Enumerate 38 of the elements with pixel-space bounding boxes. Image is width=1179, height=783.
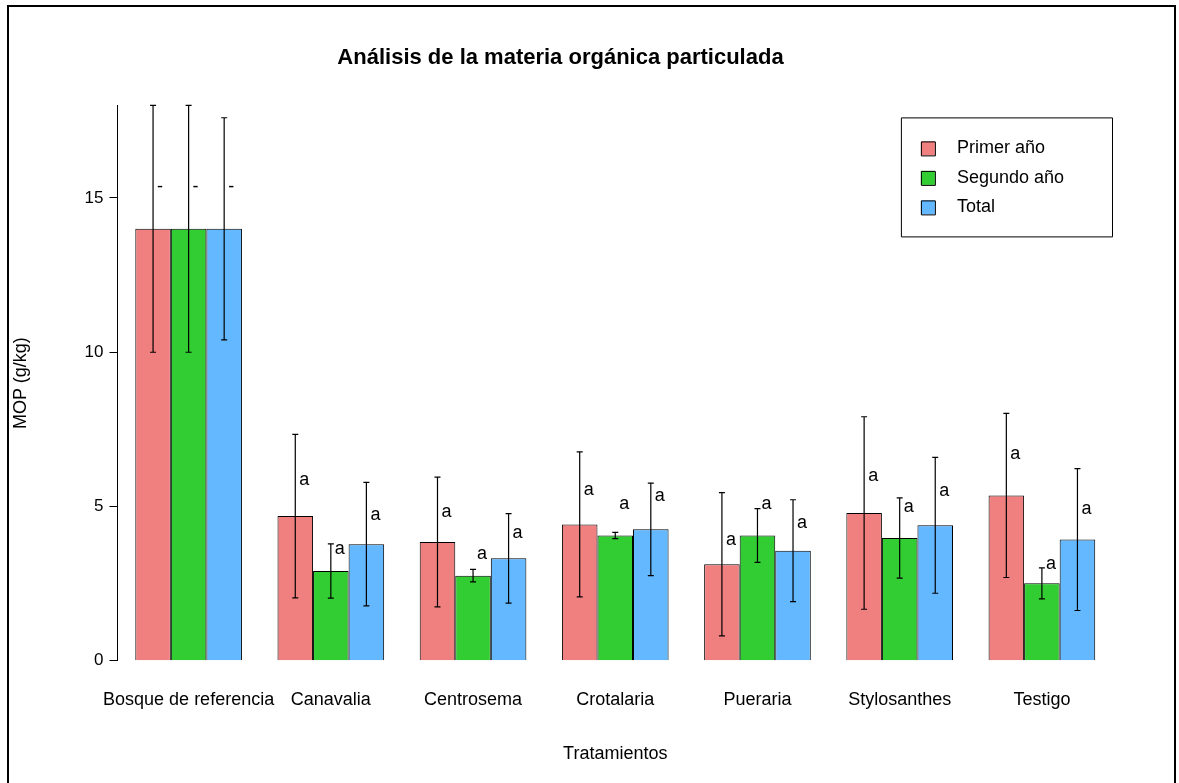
data-label: - [157, 175, 164, 196]
data-label: a [725, 529, 737, 550]
x-tick-label: Crotalaria [576, 688, 656, 709]
data-label: a [903, 496, 915, 517]
data-label: a [1081, 498, 1093, 519]
data-label: a [797, 512, 809, 533]
data-label: - [228, 175, 235, 196]
y-tick-label: 10 [84, 341, 104, 361]
data-label: a [619, 493, 631, 514]
data-label: a [868, 465, 880, 486]
data-label: - [192, 175, 199, 196]
data-label: a [299, 468, 311, 489]
x-tick-label: Testigo [1013, 688, 1071, 709]
legend-label: Segundo año [956, 166, 1065, 187]
x-tick-label: Canavalia [290, 688, 372, 709]
data-label: a [512, 521, 524, 542]
data-label: a [334, 537, 346, 558]
y-tick-label: 0 [94, 650, 104, 670]
data-label: a [654, 485, 666, 506]
data-label: a [583, 479, 595, 500]
chart-title: Análisis de la materia orgánica particulada [337, 44, 785, 70]
data-label: a [939, 480, 951, 501]
data-label: a [1010, 443, 1022, 464]
legend-label: Primer año [956, 137, 1045, 158]
data-label: a [441, 501, 453, 522]
x-tick-label: Bosque de referencia [103, 688, 276, 709]
data-label: a [370, 503, 382, 524]
x-tick-label: Pueraria [723, 688, 793, 709]
data-label: a [761, 493, 773, 514]
y-tick-label: 15 [84, 187, 104, 207]
y-tick-label: 5 [94, 496, 104, 516]
x-axis-title: Tratamientos [563, 743, 668, 764]
legend-label: Total [956, 196, 995, 217]
x-tick-label: Centrosema [424, 688, 524, 709]
data-label: a [1045, 552, 1057, 573]
x-tick-label: Stylosanthes [848, 688, 952, 709]
y-axis-title: MOP (g/kg) [9, 337, 30, 429]
data-label: a [477, 543, 489, 564]
